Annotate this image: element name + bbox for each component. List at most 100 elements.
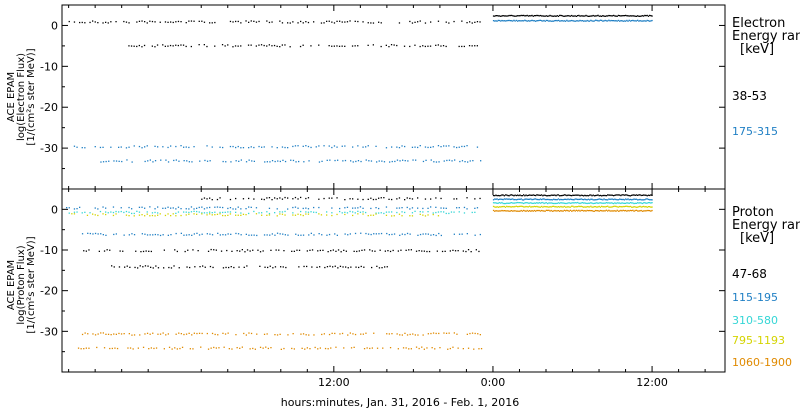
data-point xyxy=(334,265,336,267)
data-point xyxy=(596,206,598,208)
data-point xyxy=(309,348,311,350)
data-point xyxy=(495,198,497,200)
data-point xyxy=(524,202,526,204)
data-point xyxy=(154,21,156,23)
data-point xyxy=(463,45,465,48)
data-point xyxy=(629,209,632,212)
data-point xyxy=(637,199,639,201)
data-point xyxy=(193,208,195,210)
data-point xyxy=(507,19,509,22)
data-point xyxy=(266,45,268,47)
data-point xyxy=(579,19,581,22)
data-point xyxy=(175,215,177,217)
data-point xyxy=(544,20,546,22)
data-point xyxy=(273,44,276,47)
data-point xyxy=(83,348,85,350)
data-point xyxy=(411,146,414,148)
data-point xyxy=(216,206,219,208)
data-point xyxy=(565,15,567,17)
data-point xyxy=(229,198,232,201)
data-point xyxy=(597,210,599,212)
data-point xyxy=(375,207,377,209)
data-point xyxy=(509,194,511,196)
data-point xyxy=(363,266,365,268)
data-point xyxy=(138,145,141,148)
data-point xyxy=(424,198,427,200)
data-point xyxy=(422,214,424,216)
data-point xyxy=(539,202,542,204)
data-point xyxy=(206,160,209,162)
data-point xyxy=(424,45,426,48)
data-point xyxy=(497,206,499,208)
data-point xyxy=(518,205,520,208)
data-point xyxy=(259,346,262,348)
data-point xyxy=(193,20,195,22)
data-point xyxy=(357,145,359,147)
data-point xyxy=(365,146,367,148)
data-point xyxy=(591,206,593,208)
data-point xyxy=(201,332,203,335)
data-point xyxy=(510,20,513,22)
data-point xyxy=(274,197,276,199)
data-point xyxy=(598,198,600,200)
data-point xyxy=(527,194,530,196)
data-point xyxy=(283,250,285,252)
data-point xyxy=(159,21,161,23)
data-point xyxy=(591,210,593,212)
data-point xyxy=(644,210,646,212)
data-point xyxy=(287,197,289,199)
data-point xyxy=(581,209,584,212)
data-point xyxy=(590,194,592,196)
data-point xyxy=(183,333,185,336)
data-point xyxy=(496,195,498,197)
data-point xyxy=(375,212,377,214)
data-point xyxy=(596,210,598,212)
data-point xyxy=(335,346,337,348)
data-point xyxy=(225,266,227,269)
data-point xyxy=(112,206,115,208)
data-point xyxy=(249,250,251,252)
data-point xyxy=(369,249,371,251)
data-point xyxy=(542,195,544,197)
data-point xyxy=(234,45,237,47)
data-point xyxy=(585,202,587,204)
data-point xyxy=(550,209,552,212)
data-point xyxy=(555,15,557,17)
data-point xyxy=(542,198,544,200)
data-point xyxy=(494,198,496,200)
data-point xyxy=(236,250,238,252)
data-point xyxy=(148,250,150,252)
data-point xyxy=(504,194,507,196)
data-point xyxy=(310,146,312,149)
data-point xyxy=(347,334,349,336)
data-point xyxy=(435,206,437,208)
data-point xyxy=(508,195,510,197)
data-point xyxy=(615,20,617,22)
data-point xyxy=(391,215,393,217)
data-point xyxy=(538,199,540,201)
data-point xyxy=(560,14,562,17)
data-point xyxy=(584,20,586,22)
data-point xyxy=(496,198,498,200)
data-point xyxy=(533,20,536,22)
data-point xyxy=(608,202,610,204)
data-point xyxy=(632,19,634,22)
data-point xyxy=(381,267,383,269)
data-point xyxy=(298,266,300,268)
data-point xyxy=(102,22,104,24)
data-point xyxy=(393,233,396,235)
data-point xyxy=(617,206,620,208)
data-point xyxy=(355,266,357,268)
data-point xyxy=(328,20,330,22)
data-point xyxy=(515,15,518,17)
data-point xyxy=(224,45,226,47)
data-point xyxy=(279,213,281,215)
data-point xyxy=(411,212,414,214)
data-point xyxy=(132,348,134,350)
proton-ytick-label: -30 xyxy=(40,325,58,338)
data-point xyxy=(501,201,503,204)
data-point xyxy=(549,202,551,204)
data-point xyxy=(354,333,357,336)
data-point xyxy=(180,214,182,217)
data-point xyxy=(605,20,608,22)
